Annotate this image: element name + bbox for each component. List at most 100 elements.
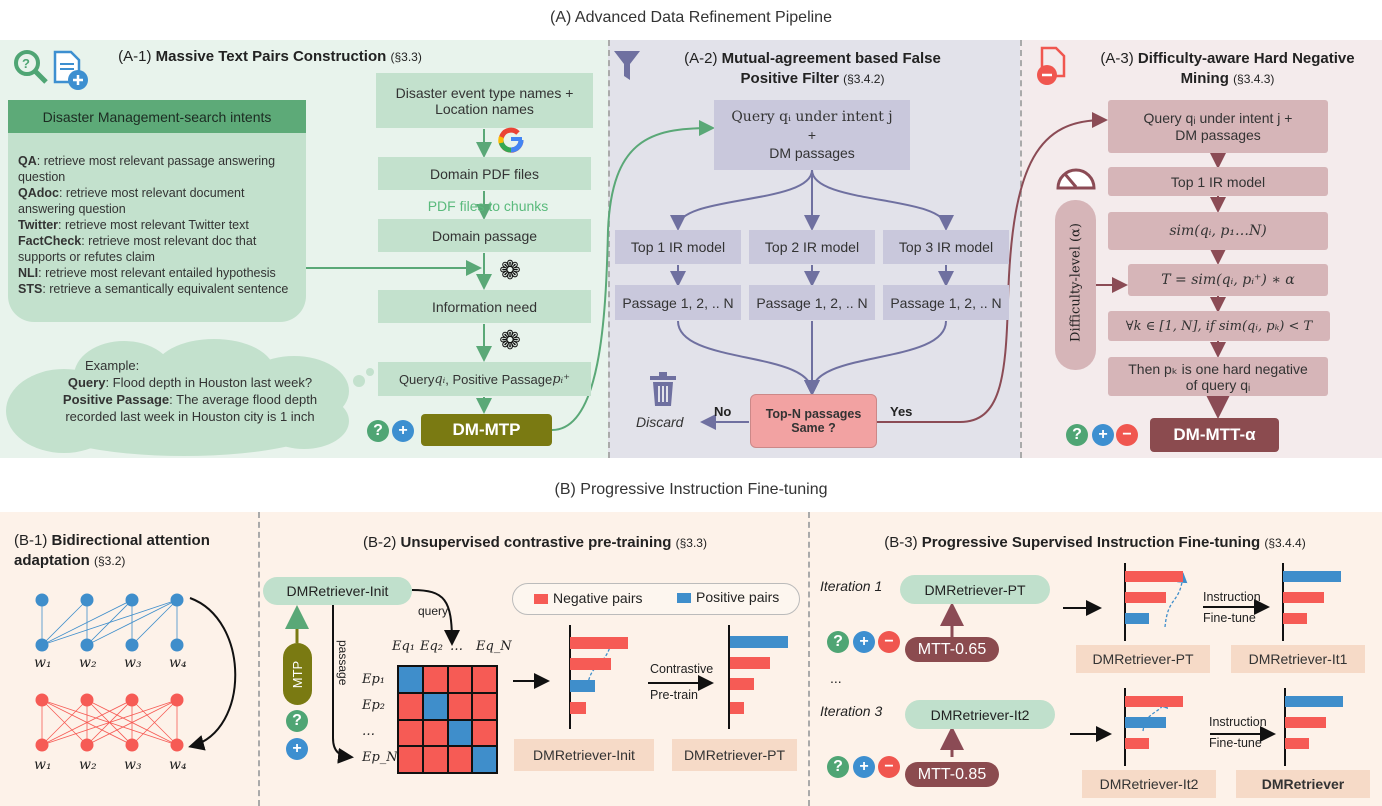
- legend-positive-swatch: [677, 593, 691, 603]
- token-label: w₂: [79, 655, 97, 671]
- negative-pair-cell: [472, 666, 497, 693]
- model-label-after: DMRetriever: [1236, 770, 1370, 798]
- attention-edge: [41, 599, 133, 646]
- negative-bar: [730, 702, 744, 714]
- a3-query-box: Query qᵢ under intent j + DM passages: [1108, 100, 1328, 153]
- intent-label: Twitter: [18, 218, 59, 232]
- token-label: w₁: [34, 757, 52, 773]
- legend-positive-label: Positive pairs: [696, 589, 780, 605]
- attention-edge: [41, 599, 88, 646]
- negative-pair-cell: [422, 719, 448, 747]
- question-badge-icon: ?: [286, 710, 308, 732]
- example-cloud: [6, 339, 374, 456]
- intent-label: QAdoc: [18, 186, 59, 200]
- a1-title: (A-1) Massive Text Pairs Construction (§…: [118, 48, 422, 65]
- positive-bar: [1285, 696, 1343, 707]
- token-node: [80, 738, 94, 752]
- search-question-icon: ?: [14, 50, 48, 84]
- matrix-row-label: Ep_N: [362, 750, 398, 765]
- model-label-init: DMRetriever-Init: [514, 739, 654, 771]
- decision-box: Top-N passages Same ?: [750, 394, 877, 448]
- question-badge-icon: ?: [827, 756, 849, 778]
- minus-badge-icon: −: [878, 631, 900, 653]
- query-label: query: [418, 604, 449, 618]
- iteration-label: Iteration 1: [820, 578, 883, 594]
- step-source: Disaster event type names + Location name…: [376, 73, 593, 128]
- token-node: [35, 693, 49, 707]
- intent-item: STS: retrieve a semantically equivalent …: [18, 281, 298, 297]
- intents-box: Disaster Management-search intents QA: r…: [8, 100, 306, 322]
- positive-pair-cell: [422, 692, 448, 720]
- negative-bar: [570, 637, 628, 649]
- difficulty-level-label: Difficulty-level (α): [1068, 223, 1084, 342]
- plus-badge-icon: +: [1092, 424, 1114, 446]
- intents-list: QA: retrieve most relevant passage answe…: [8, 133, 306, 297]
- negative-pair-cell: [398, 719, 423, 747]
- openai-icon: ❁: [499, 324, 521, 355]
- openai-icon: ❁: [499, 254, 521, 285]
- plus-badge-icon: +: [286, 738, 308, 760]
- negative-pair-cell: [422, 666, 448, 693]
- negative-bar: [1125, 696, 1183, 707]
- positive-bar: [1283, 571, 1341, 582]
- legend-negative-swatch: [534, 594, 548, 604]
- negative-bar: [570, 702, 586, 714]
- model-label-after: DMRetriever-It1: [1231, 645, 1365, 673]
- passages-box: Passage 1, 2, .. N: [749, 285, 875, 320]
- hard-negative-box: Then pₖ is one hard negative of query qᵢ: [1108, 357, 1328, 396]
- matrix-col-label: Eq_N: [476, 639, 512, 654]
- attention-edge: [41, 699, 178, 746]
- matrix-col-label: Eq₂: [420, 639, 444, 654]
- token-label: w₃: [124, 655, 142, 671]
- intent-item: FactCheck: retrieve most relevant doc th…: [18, 233, 298, 265]
- example-text: Example: Query: Flood depth in Houston l…: [62, 358, 318, 424]
- passage-label: passage: [336, 640, 350, 686]
- intent-text: : retrieve most relevant document answer…: [18, 186, 245, 216]
- negative-pair-cell: [447, 666, 473, 693]
- negative-bar: [1283, 613, 1307, 624]
- similarity-matrix: [397, 665, 498, 774]
- threshold-box: T = sim(qᵢ, pᵢ⁺) ∗ α: [1128, 264, 1328, 296]
- intent-text: : retrieve most relevant Twitter text: [58, 218, 249, 232]
- google-icon: [498, 127, 524, 153]
- panel-b1: [0, 512, 258, 806]
- yes-label: Yes: [890, 404, 913, 419]
- intent-label: QA: [18, 154, 37, 168]
- step-pdf: Domain PDF files: [378, 157, 591, 190]
- negative-bar: [730, 657, 770, 669]
- a2-arrows: [670, 169, 954, 430]
- intent-item: QAdoc: retrieve most relevant document a…: [18, 185, 298, 217]
- token-node: [80, 593, 94, 607]
- minus-badge-icon: −: [1116, 424, 1138, 446]
- model-node: DMRetriever-It2: [905, 700, 1055, 729]
- negative-bar: [1125, 592, 1166, 603]
- dmretriever-init-node: DMRetriever-Init: [263, 577, 412, 605]
- attention-graphs: [35, 593, 184, 752]
- legend-negative-label: Negative pairs: [553, 590, 643, 606]
- svg-text:?: ?: [22, 56, 30, 71]
- trash-icon: [650, 372, 676, 406]
- attention-edge: [86, 599, 178, 646]
- similarity-box: sim(qᵢ, p₁…N): [1108, 212, 1328, 250]
- pretrain-label: Pre-train: [650, 688, 698, 702]
- dm-mtp-output: DM-MTP: [421, 414, 552, 446]
- iteration-label: Iteration 3: [820, 703, 883, 719]
- negative-pair-cell: [447, 746, 473, 773]
- positive-pair-cell: [472, 746, 497, 773]
- step-passage: Domain passage: [378, 219, 591, 252]
- question-badge-icon: ?: [827, 631, 849, 653]
- b1-title: (B-1) Bidirectional attention adaptation …: [14, 532, 210, 569]
- positive-bar: [570, 680, 595, 692]
- gauge-icon: [1056, 168, 1096, 190]
- a3-top1-model: Top 1 IR model: [1108, 167, 1328, 196]
- difficulty-level-pill: Difficulty-level (α): [1055, 200, 1096, 370]
- mtp-pill: MTP: [283, 643, 312, 705]
- token-node: [80, 638, 94, 652]
- token-node: [35, 738, 49, 752]
- intent-text: : retrieve most relevant entailed hypoth…: [38, 266, 276, 280]
- a2-title: (A-2) Mutual-agreement based False Positi…: [684, 50, 941, 87]
- passages-box: Passage 1, 2, .. N: [615, 285, 741, 320]
- ir-model-box: Top 3 IR model: [883, 230, 1009, 264]
- intent-label: STS: [18, 282, 43, 296]
